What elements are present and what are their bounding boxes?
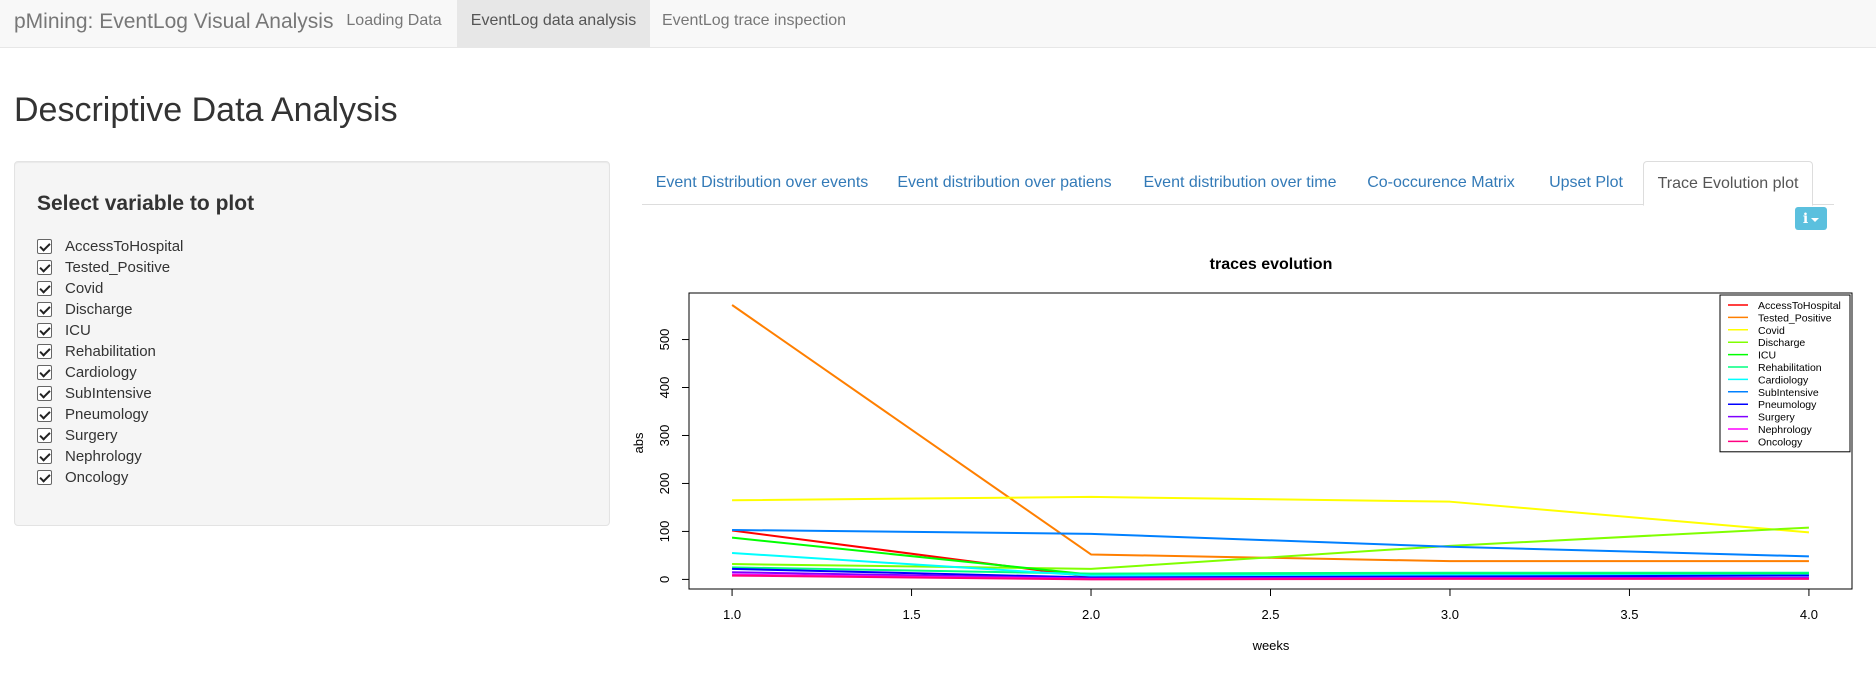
checkbox-label[interactable]: Covid xyxy=(65,280,104,297)
checkbox-icon[interactable] xyxy=(37,365,52,380)
tab-upset-plot[interactable]: Upset Plot xyxy=(1549,174,1623,191)
variable-selection-panel: Select variable to plot AccessToHospital… xyxy=(14,161,610,526)
info-icon: i xyxy=(1802,211,1809,227)
checkbox-covid[interactable]: Covid xyxy=(37,278,103,299)
checkbox-label[interactable]: Cardiology xyxy=(65,364,137,381)
checkbox-icon[interactable] xyxy=(37,386,52,401)
series-line xyxy=(732,526,1809,570)
plot-area: 1.0 1.5 2.0 2.5 3.0 3.5 4.0 0 100 200 300 400 500 Acc… xyxy=(657,292,1853,622)
legend-label: AccessToHospital xyxy=(1758,300,1841,312)
checkbox-icon[interactable] xyxy=(37,470,52,485)
y-tick-label: 500 xyxy=(657,329,672,351)
legend-box xyxy=(1719,294,1851,453)
checkbox-label[interactable]: Nephrology xyxy=(65,448,142,465)
checkbox-cardiology[interactable]: Cardiology xyxy=(37,362,137,383)
x-tick-label: 2.5 xyxy=(1261,607,1279,622)
plot-tabs: Event Distribution over events Event dis… xyxy=(642,161,1834,206)
info-dropdown-button[interactable]: i xyxy=(1795,207,1827,230)
y-tick-label: 100 xyxy=(657,521,672,543)
checkbox-tested-positive[interactable]: Tested_Positive xyxy=(37,257,170,278)
plot-frame xyxy=(688,292,1853,590)
app-brand[interactable]: pMining: EventLog Visual Analysis xyxy=(14,10,334,33)
y-tick-label: 0 xyxy=(657,576,672,583)
checkbox-label[interactable]: AccessToHospital xyxy=(65,238,184,255)
checkbox-label[interactable]: Discharge xyxy=(65,301,133,318)
checkbox-icon[interactable] xyxy=(37,302,52,317)
checkbox-icon[interactable] xyxy=(37,344,52,359)
series-line xyxy=(732,567,1809,579)
checkbox-icon[interactable] xyxy=(37,260,52,275)
nav-eventlog-data-analysis[interactable]: EventLog data analysis xyxy=(457,0,650,48)
checkbox-pneumology[interactable]: Pneumology xyxy=(37,404,148,425)
tab-event-distribution-over-patiens[interactable]: Event distribution over patiens xyxy=(897,174,1112,191)
x-tick-label: 3.0 xyxy=(1441,607,1459,622)
series-line xyxy=(732,528,1809,558)
caret-down-icon xyxy=(1811,217,1820,222)
nav-eventlog-trace-inspection[interactable]: EventLog trace inspection xyxy=(661,12,847,29)
x-tick-label: 1.0 xyxy=(723,607,741,622)
checkbox-icon[interactable] xyxy=(37,428,52,443)
legend-label: Pneumology xyxy=(1758,399,1817,411)
checkbox-label[interactable]: ICU xyxy=(65,322,91,339)
checkbox-label[interactable]: Pneumology xyxy=(65,406,149,423)
legend-label: Rehabilitation xyxy=(1758,362,1822,374)
y-tick-label: 400 xyxy=(657,377,672,399)
checkbox-icon[interactable] xyxy=(37,281,52,296)
checkbox-oncology[interactable]: Oncology xyxy=(37,467,128,488)
checkbox-label[interactable]: Oncology xyxy=(65,469,129,486)
checkbox-label[interactable]: Rehabilitation xyxy=(65,343,156,360)
legend-label: Tested_Positive xyxy=(1758,312,1832,324)
checkbox-discharge[interactable]: Discharge xyxy=(37,299,133,320)
legend-label: Cardiology xyxy=(1758,374,1809,386)
checkbox-subintensive[interactable]: SubIntensive xyxy=(37,383,152,404)
checkbox-label[interactable]: Tested_Positive xyxy=(65,259,171,276)
checkbox-accesstohospital[interactable]: AccessToHospital xyxy=(37,236,183,257)
legend-label: Discharge xyxy=(1758,337,1805,349)
checkbox-surgery[interactable]: Surgery xyxy=(37,425,118,446)
series-line xyxy=(731,536,1809,576)
tab-event-distribution-over-time[interactable]: Event distribution over time xyxy=(1143,174,1337,191)
tab-co-occurence-matrix[interactable]: Co-occurence Matrix xyxy=(1367,174,1515,191)
checkbox-nephrology[interactable]: Nephrology xyxy=(37,446,142,467)
checkbox-label[interactable]: Surgery xyxy=(65,427,118,444)
y-axis-label: abs xyxy=(631,432,646,453)
legend-label: SubIntensive xyxy=(1758,387,1819,399)
legend-label: ICU xyxy=(1758,350,1776,362)
x-tick-label: 1.5 xyxy=(903,607,921,622)
series-line xyxy=(732,495,1810,534)
tab-trace-evolution-plot[interactable]: Trace Evolution plot xyxy=(1643,161,1813,206)
series-line xyxy=(732,566,1809,575)
checkbox-icon[interactable] xyxy=(37,323,52,338)
tab-event-distribution-over-events[interactable]: Event Distribution over events xyxy=(655,174,869,191)
x-tick-label: 4.0 xyxy=(1800,607,1818,622)
navbar: pMining: EventLog Visual Analysis Loadin… xyxy=(0,0,1876,48)
checkbox-icon[interactable] xyxy=(37,239,52,254)
chart-title: traces evolution xyxy=(1210,256,1333,273)
checkbox-label[interactable]: SubIntensive xyxy=(65,385,152,402)
page-title: Descriptive Data Analysis xyxy=(14,91,398,129)
legend-label: Surgery xyxy=(1758,412,1796,424)
x-tick-label: 3.5 xyxy=(1620,607,1638,622)
legend-label: Covid xyxy=(1758,325,1785,337)
x-axis-label: weeks xyxy=(1252,638,1290,653)
nav-loading-data[interactable]: Loading Data xyxy=(346,12,442,29)
y-tick-label: 300 xyxy=(657,425,672,447)
checkbox-icu[interactable]: ICU xyxy=(37,320,91,341)
series-line xyxy=(732,574,1809,581)
legend-label: Oncology xyxy=(1758,436,1803,448)
panel-title: Select variable to plot xyxy=(37,192,255,215)
series-line xyxy=(731,304,1809,563)
x-tick-label: 2.0 xyxy=(1082,607,1100,622)
checkbox-icon[interactable] xyxy=(37,407,52,422)
legend-label: Nephrology xyxy=(1758,424,1812,436)
checkbox-rehabilitation[interactable]: Rehabilitation xyxy=(37,341,156,362)
y-tick-label: 200 xyxy=(657,473,672,495)
checkbox-icon[interactable] xyxy=(37,449,52,464)
